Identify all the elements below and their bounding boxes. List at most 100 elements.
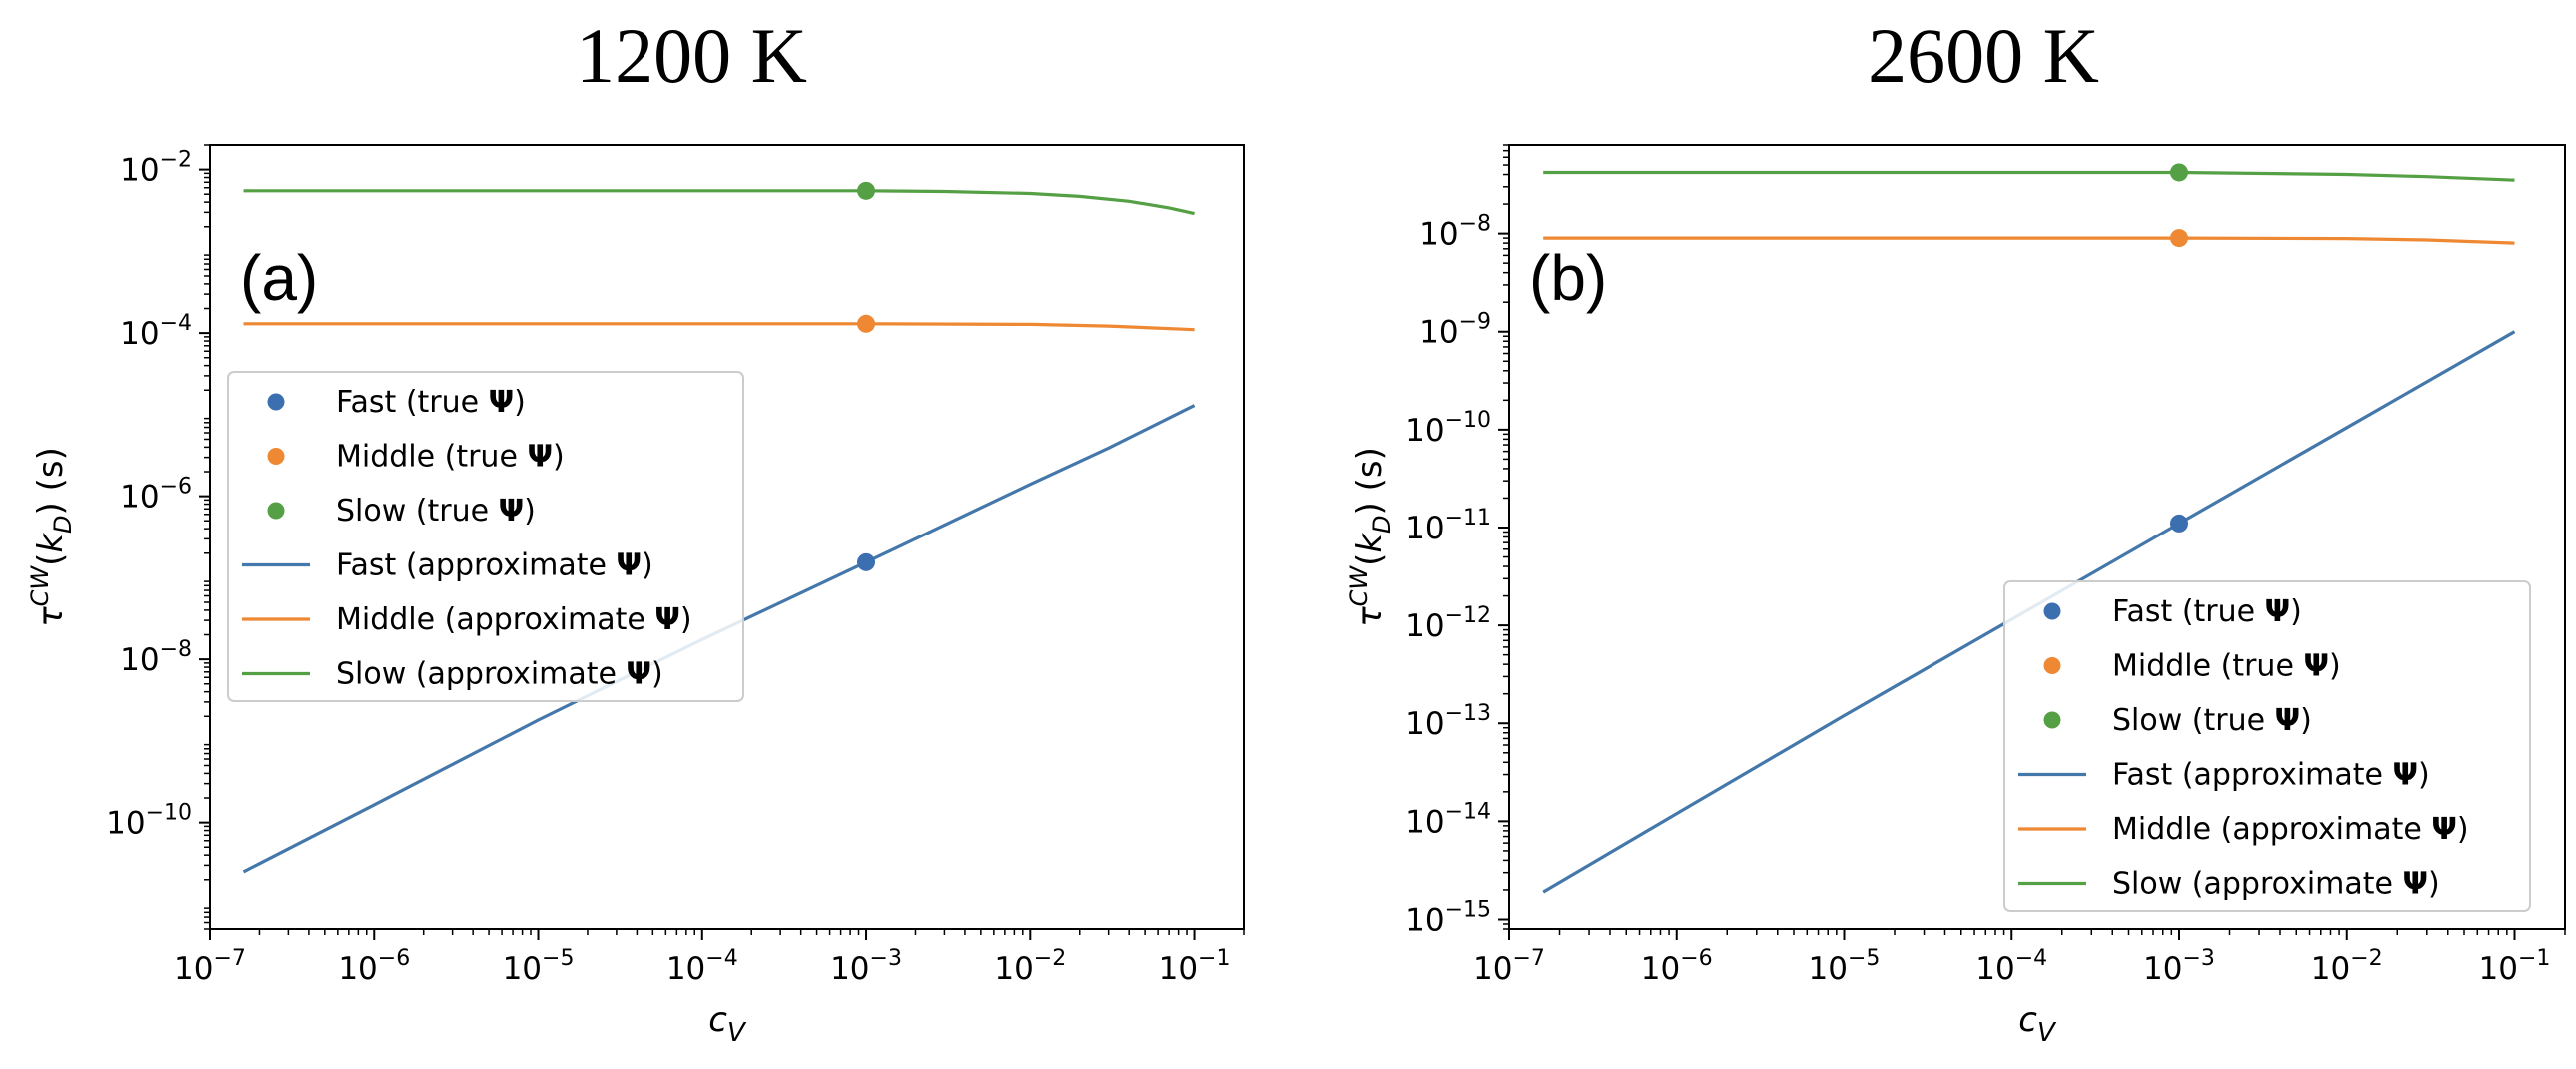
legend-label-text: Middle (approximate [2112, 812, 2431, 847]
y-tick-label: 10−11 [1405, 506, 1491, 546]
y-tick-base: 10 [1405, 608, 1444, 644]
y-tick-label: 10−10 [1405, 408, 1491, 449]
legend: Fast (true Ψ)Middle (true Ψ)Slow (true Ψ… [227, 371, 744, 702]
legend-label-close: ) [2290, 594, 2302, 629]
legend-label-text: Fast (true [2112, 594, 2265, 629]
y-tick-exp: −9 [1459, 310, 1491, 335]
legend-entry: Middle (approximate Ψ) [2018, 812, 2469, 847]
legend-entry: Fast (true Ψ) [2043, 594, 2302, 629]
x-tick-label: 10−7 [1473, 946, 1545, 987]
legend-box [227, 371, 744, 702]
y-tick-label: 10−13 [1405, 701, 1491, 742]
legend-label-text: Slow (approximate [336, 657, 627, 692]
legend-label: Slow (approximate Ψ) [2112, 867, 2440, 902]
x-tick-label: 10−2 [994, 946, 1066, 987]
y-tick-base: 10 [1419, 217, 1458, 253]
y-tick-label: 10−12 [1405, 603, 1491, 644]
legend-entry: Slow (approximate Ψ) [2018, 867, 2440, 902]
y-tick-exp: −13 [1445, 701, 1491, 726]
series-line-fast [242, 404, 1196, 874]
y-tick-label: 10−6 [120, 475, 192, 516]
axes-frame [1508, 144, 2566, 930]
x-tick-exp: −3 [870, 946, 902, 971]
legend-label-psi: Ψ [2393, 758, 2419, 793]
legend-label: Middle (true Ψ) [2112, 649, 2341, 684]
x-tick-label: 10−3 [830, 946, 902, 987]
y-label-open: ( [31, 553, 71, 566]
y-label-open: ( [1350, 553, 1390, 566]
x-tick-exp: −7 [1513, 946, 1545, 971]
series-point-fast [2170, 514, 2189, 533]
legend-label-psi: Ψ [654, 602, 680, 637]
legend-label-psi: Ψ [2403, 867, 2429, 902]
x-tick-base: 10 [2479, 951, 2518, 987]
x-tick-exp: −2 [2350, 946, 2382, 971]
legend-label-close: ) [524, 494, 536, 529]
legend-entry: Middle (approximate Ψ) [242, 602, 692, 637]
chart-title: 1200 K [576, 12, 807, 99]
legend-label-psi: Ψ [627, 657, 652, 692]
y-tick-exp: −8 [1459, 212, 1491, 237]
chart-panel-2: 2600 K10−7 10−6 10−5 10−4 10−3 10−2 10−110−151… [1345, 12, 2566, 1048]
x-tick-exp: −1 [2518, 946, 2550, 971]
x-tick-label: 10−6 [1641, 946, 1713, 987]
y-tick-base: 10 [1405, 804, 1444, 840]
legend-label-psi: Ψ [2275, 703, 2301, 738]
series-point-middle [2170, 229, 2189, 248]
chart-title: 2600 K [1868, 12, 2099, 99]
x-tick-exp: −2 [1034, 946, 1066, 971]
series-point-fast [857, 552, 876, 571]
series-line-slow [1543, 170, 2515, 182]
y-tick-label: 10−8 [120, 637, 192, 678]
x-axis-label-sub: V [2037, 1018, 2057, 1048]
y-tick-label: 10−8 [1419, 212, 1491, 253]
panel-label: (b) [1529, 242, 1607, 314]
x-tick-base: 10 [1473, 951, 1512, 987]
y-tick-exp: −2 [160, 148, 192, 173]
y-tick-exp: −11 [1445, 506, 1491, 531]
legend-label-close: ) [2428, 867, 2440, 902]
y-tick-base: 10 [1419, 315, 1458, 351]
legend-label-close: ) [2300, 703, 2312, 738]
y-label-tau: τ [31, 606, 71, 627]
y-label-tau: τ [1350, 606, 1390, 627]
x-tick-exp: −7 [214, 946, 246, 971]
x-tick-base: 10 [2143, 951, 2182, 987]
x-tick-exp: −4 [705, 946, 737, 971]
x-tick-label: 10−7 [174, 946, 246, 987]
y-label-k: k [1350, 533, 1390, 553]
legend-label-psi: Ψ [2265, 594, 2291, 629]
x-tick-base: 10 [174, 951, 213, 987]
y-tick-exp: −12 [1445, 603, 1491, 628]
legend-label: Fast (approximate Ψ) [336, 548, 653, 583]
x-tick-exp: −4 [2015, 946, 2047, 971]
x-tick-exp: −6 [1680, 946, 1712, 971]
legend-label: Slow (approximate Ψ) [336, 657, 663, 692]
y-axis-label: τCW(kD) (s) [1345, 447, 1396, 627]
x-tick-exp: −6 [378, 946, 410, 971]
x-tick-base: 10 [830, 951, 869, 987]
x-axis-label: cV [708, 1000, 747, 1048]
x-tick-label: 10−5 [503, 946, 575, 987]
legend-label: Middle (approximate Ψ) [2112, 812, 2469, 847]
x-tick-label: 10−5 [1809, 946, 1881, 987]
legend: Fast (true Ψ)Middle (true Ψ)Slow (true Ψ… [2003, 580, 2531, 912]
y-label-k: k [31, 533, 71, 553]
x-tick-exp: −1 [1198, 946, 1230, 971]
legend-entry: Slow (true Ψ) [267, 494, 536, 529]
y-tick-exp: −8 [160, 637, 192, 662]
series-line-slow [243, 189, 1195, 216]
y-tick-exp: −10 [1445, 408, 1491, 433]
y-label-sup: CW [26, 565, 54, 607]
series-point-middle [857, 314, 876, 333]
x-tick-exp: −3 [2183, 946, 2215, 971]
y-label-close: ) (s) [1350, 447, 1390, 515]
y-tick-exp: −15 [1445, 897, 1491, 922]
series-point-slow [857, 181, 876, 200]
y-tick-exp: −14 [1445, 799, 1491, 824]
x-tick-label: 10−4 [666, 946, 738, 987]
x-tick-base: 10 [1641, 951, 1680, 987]
x-tick-base: 10 [503, 951, 542, 987]
x-axis-label-base: c [2018, 1000, 2037, 1040]
